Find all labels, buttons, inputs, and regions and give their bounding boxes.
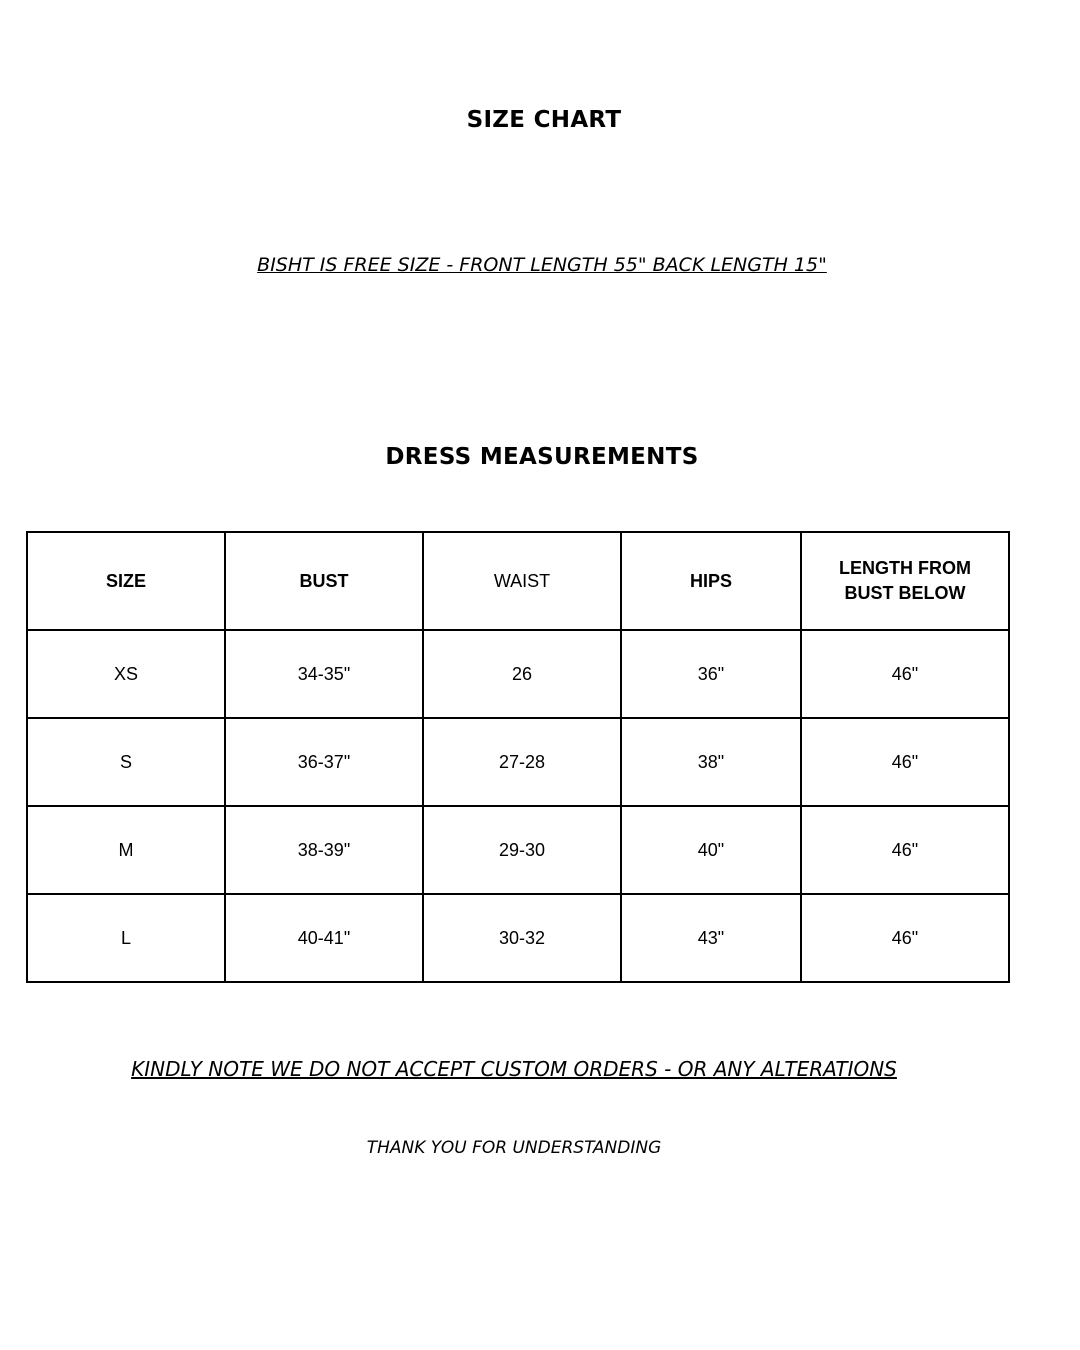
cell-hips: 38": [620, 717, 802, 807]
cell-hips: 40": [620, 805, 802, 895]
cell-waist: 29-30: [422, 805, 622, 895]
bisht-note: BISHT IS FREE SIZE - FRONT LENGTH 55" BA…: [257, 254, 827, 276]
cell-waist: 26: [422, 629, 622, 719]
cell-size: S: [26, 717, 226, 807]
table-row: M 38-39" 29-30 40" 46": [26, 805, 1010, 895]
cell-size: L: [26, 893, 226, 983]
table-row: S 36-37" 27-28 38" 46": [26, 717, 1010, 807]
header-hips: HIPS: [620, 531, 802, 631]
cell-bust: 34-35": [224, 629, 424, 719]
table-row: XS 34-35" 26 36" 46": [26, 629, 1010, 719]
table-header-row: SIZE BUST WAIST HIPS LENGTH FROM BUST BE…: [26, 531, 1010, 631]
page-title: SIZE CHART: [466, 107, 622, 133]
cell-bust: 40-41": [224, 893, 424, 983]
cell-size: XS: [26, 629, 226, 719]
cell-length: 46": [800, 805, 1010, 895]
cell-waist: 27-28: [422, 717, 622, 807]
cell-bust: 38-39": [224, 805, 424, 895]
header-waist: WAIST: [422, 531, 622, 631]
cell-hips: 36": [620, 629, 802, 719]
header-length: LENGTH FROM BUST BELOW: [800, 531, 1010, 631]
header-size: SIZE: [26, 531, 226, 631]
cell-bust: 36-37": [224, 717, 424, 807]
custom-orders-note: KINDLY NOTE WE DO NOT ACCEPT CUSTOM ORDE…: [131, 1057, 897, 1081]
cell-size: M: [26, 805, 226, 895]
section-title: DRESS MEASUREMENTS: [385, 444, 699, 470]
measurements-table: SIZE BUST WAIST HIPS LENGTH FROM BUST BE…: [26, 531, 1010, 983]
cell-length: 46": [800, 717, 1010, 807]
thank-you-text: THANK YOU FOR UNDERSTANDING: [366, 1138, 662, 1158]
cell-hips: 43": [620, 893, 802, 983]
table-row: L 40-41" 30-32 43" 46": [26, 893, 1010, 983]
header-bust: BUST: [224, 531, 424, 631]
cell-length: 46": [800, 629, 1010, 719]
cell-length: 46": [800, 893, 1010, 983]
cell-waist: 30-32: [422, 893, 622, 983]
